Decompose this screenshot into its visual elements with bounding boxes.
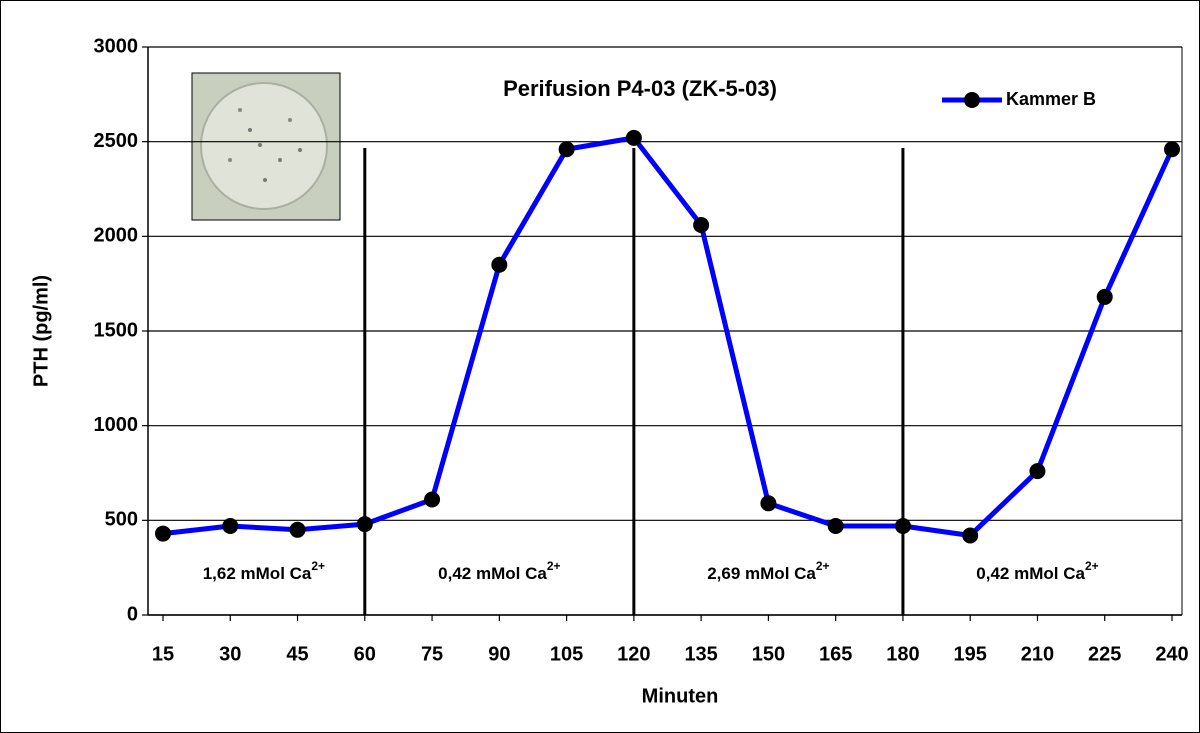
- data-point: [1164, 141, 1180, 158]
- data-point: [760, 495, 777, 512]
- inset-image: [191, 72, 341, 221]
- x-tick-label: 180: [886, 643, 919, 665]
- y-tick-label: 1000: [94, 414, 139, 436]
- data-line: [162, 135, 1175, 538]
- x-tick-label: 30: [219, 643, 241, 665]
- x-tick-label: 150: [752, 643, 785, 665]
- region-label-text: 0,42 mMol Ca: [438, 564, 547, 583]
- region-label: 0,42 mMol Ca2+: [438, 559, 560, 583]
- x-tick-label: 90: [488, 643, 510, 665]
- region-label-text: 2,69 mMol Ca: [707, 564, 816, 583]
- x-tick-label: 135: [684, 643, 717, 665]
- y-tick-label: 500: [105, 509, 138, 531]
- region-label-text: 0,42 mMol Ca: [976, 564, 1085, 583]
- x-tick-label: 60: [354, 643, 376, 665]
- data-point: [222, 518, 239, 535]
- x-tick-label: 45: [286, 643, 308, 665]
- region-label-text: 1,62 mMol Ca: [203, 564, 312, 583]
- y-tick-label: 3000: [94, 35, 139, 57]
- data-point: [491, 256, 508, 273]
- data-point: [424, 491, 441, 508]
- region-label: 2,69 mMol Ca2+: [707, 559, 829, 583]
- data-point: [625, 129, 642, 146]
- x-tick-label: 225: [1088, 643, 1121, 665]
- x-tick-label: 75: [421, 643, 443, 665]
- x-tick-label: 210: [1021, 643, 1054, 665]
- x-tick-label: 195: [954, 643, 987, 665]
- data-point: [693, 216, 710, 233]
- x-tick-label: 15: [152, 643, 174, 665]
- x-axis-label: Minuten: [642, 685, 719, 707]
- data-point: [356, 516, 373, 533]
- data-point: [827, 518, 844, 535]
- region-label-sup: 2+: [311, 559, 325, 573]
- y-tick-label: 2500: [94, 130, 139, 152]
- chart-title: Perifusion P4-03 (ZK-5-03): [503, 76, 777, 101]
- region-label-sup: 2+: [547, 559, 561, 573]
- data-point: [558, 141, 575, 158]
- region-label: 1,62 mMol Ca2+: [203, 559, 325, 583]
- data-point: [155, 525, 171, 542]
- x-tick-label: 105: [550, 643, 583, 665]
- y-tick-label: 1500: [94, 319, 139, 341]
- legend-label: Kammer B: [1006, 89, 1096, 109]
- data-point: [894, 518, 911, 535]
- x-tick-label: 120: [617, 643, 650, 665]
- x-tick-label: 240: [1155, 643, 1188, 665]
- data-point: [289, 521, 306, 538]
- data-point: [1029, 463, 1046, 480]
- region-label-sup: 2+: [816, 559, 830, 573]
- region-label-sup: 2+: [1085, 559, 1099, 573]
- data-point: [962, 527, 979, 544]
- region-label: 0,42 mMol Ca2+: [976, 559, 1098, 583]
- y-tick-label: 2000: [94, 225, 139, 247]
- legend-marker: [964, 92, 980, 108]
- data-point: [1096, 288, 1113, 305]
- y-axis-label: PTH (pg/ml): [30, 275, 52, 387]
- y-tick-label: 0: [127, 603, 138, 625]
- x-tick-label: 165: [819, 643, 852, 665]
